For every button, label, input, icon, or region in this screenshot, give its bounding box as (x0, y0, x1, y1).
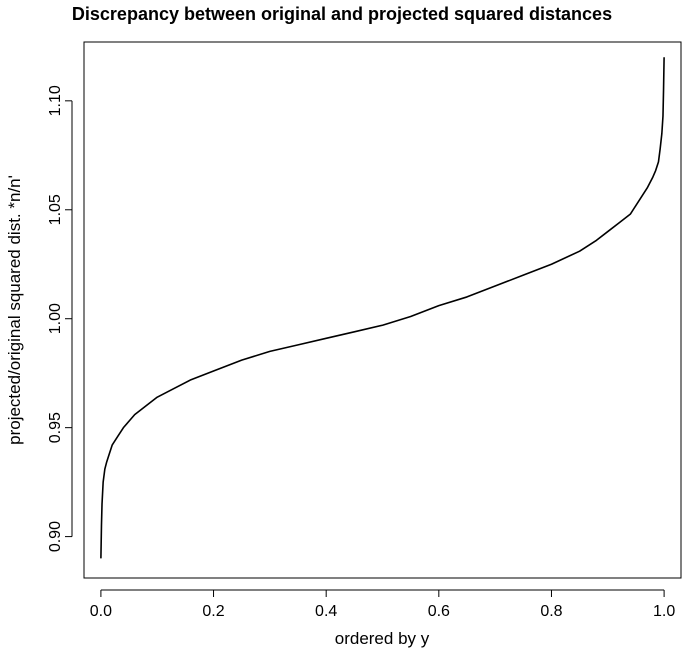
y-tick-label: 1.00 (47, 303, 64, 334)
x-tick-label: 0.8 (540, 603, 562, 620)
x-tick-label: 0.4 (315, 603, 337, 620)
y-tick-label: 0.90 (47, 521, 64, 552)
x-tick-label: 0.2 (202, 603, 224, 620)
plot-frame (83, 41, 682, 579)
x-axis-label: ordered by y (335, 629, 430, 648)
chart-title: Discrepancy between original and project… (72, 4, 612, 24)
y-tick-label: 1.10 (47, 85, 64, 116)
y-axis-label: projected/original squared dist. *n/n' (5, 175, 24, 445)
series-line (100, 57, 665, 559)
y-axis: 0.90 0.95 1.00 1.05 1.10 (47, 85, 73, 552)
x-axis: 0.0 0.2 0.4 0.6 0.8 1.0 (90, 589, 675, 620)
y-tick-label: 1.05 (47, 194, 64, 225)
x-tick-label: 0.0 (90, 603, 112, 620)
y-tick-label: 0.95 (47, 412, 64, 443)
x-tick-label: 0.6 (428, 603, 450, 620)
x-tick-label: 1.0 (653, 603, 675, 620)
